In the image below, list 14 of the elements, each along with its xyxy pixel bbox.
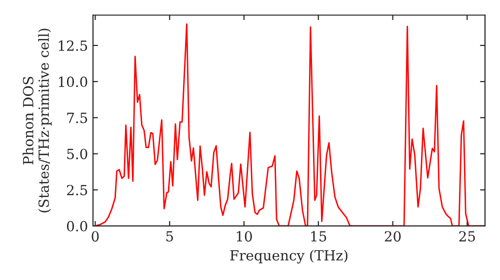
x-tick-label: 5 [166,231,173,242]
y-tick-label: 5.0 [67,148,88,160]
y-tick-label: 12.5 [58,40,88,51]
x-tick-label: 25 [459,231,475,242]
x-tick-label: 15 [311,231,326,242]
y-tick-label: 7.5 [67,112,88,124]
x-axis-title: Frequency (THz) [230,250,348,264]
y-axis-title: Phonon DOS (States/THz·primitive cell) [22,28,52,212]
y-tick-label: 2.5 [66,184,88,196]
y-tick-label: 0.0 [66,220,88,232]
x-tick-label: 10 [236,231,252,242]
x-tick-label: 20 [384,231,401,242]
y-tick-label: 10.0 [58,76,88,88]
x-tick-label: 0 [92,231,99,242]
